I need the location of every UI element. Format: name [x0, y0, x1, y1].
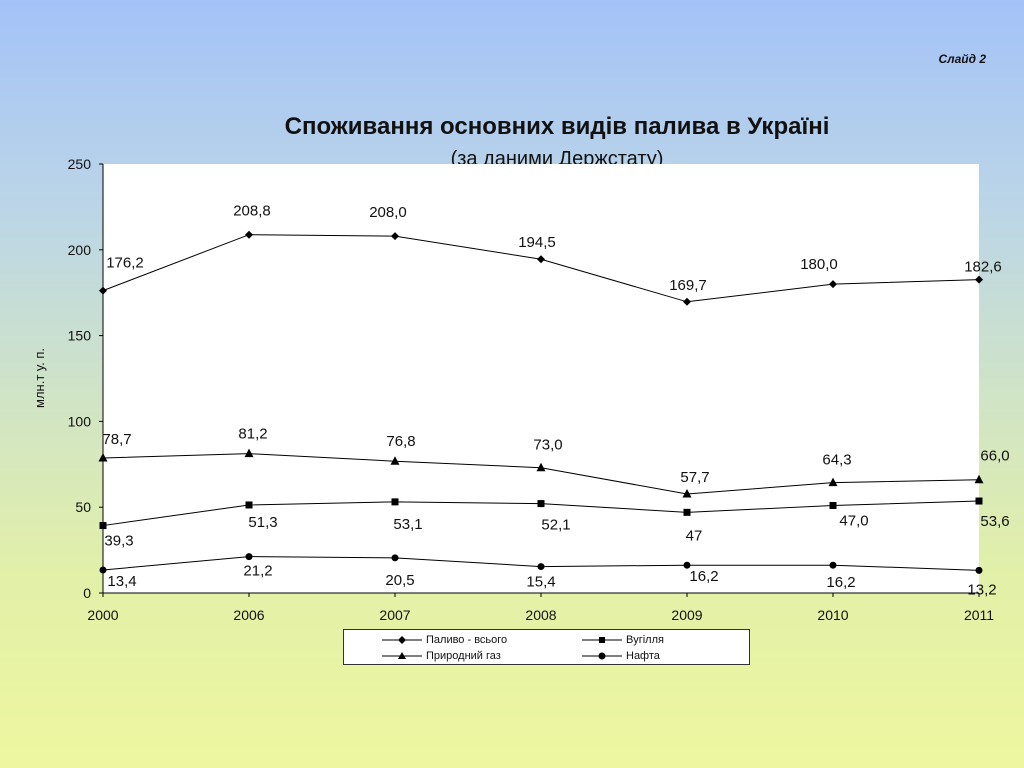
- data-point: [99, 522, 107, 530]
- data-point: [98, 452, 108, 462]
- data-point: [537, 500, 545, 508]
- data-point: [683, 508, 691, 516]
- x-tick-label: 2009: [671, 607, 702, 623]
- square-marker-icon: [582, 637, 622, 643]
- data-label-layer: 176,2 208,8 208,0 194,5 169,7 180,0 182,6 78,7 8…: [102, 203, 1009, 599]
- data-label: 13,4: [107, 573, 136, 590]
- legend-label: Паливо - всього: [426, 634, 508, 646]
- data-label: 53,1: [393, 516, 422, 533]
- data-point: [99, 566, 107, 574]
- y-tick-label: 250: [68, 156, 92, 172]
- data-label: 53,6: [980, 513, 1009, 530]
- data-label: 57,7: [680, 469, 709, 486]
- data-label: 194,5: [518, 234, 556, 251]
- data-label: 13,2: [967, 581, 996, 598]
- chart-legend: Паливо - всього Вугілля Природний газ На…: [343, 629, 750, 665]
- data-label: 16,2: [689, 568, 718, 585]
- data-label: 47,0: [839, 512, 868, 529]
- y-tick-label: 100: [68, 413, 92, 429]
- data-label: 16,2: [826, 574, 855, 591]
- data-point: [391, 232, 399, 241]
- circle-marker-icon: [582, 652, 622, 660]
- data-point: [244, 448, 254, 458]
- data-label: 39,3: [104, 533, 133, 550]
- x-tick-label: 2007: [379, 607, 410, 623]
- data-label: 64,3: [822, 452, 851, 469]
- data-point: [974, 474, 984, 484]
- data-point: [683, 561, 691, 569]
- data-label: 180,0: [800, 256, 838, 273]
- data-point: [829, 501, 837, 509]
- legend-item-coal: Вугілля: [582, 633, 664, 647]
- data-label: 73,0: [533, 437, 562, 454]
- y-tick-label: 50: [75, 499, 91, 515]
- data-point: [99, 286, 107, 295]
- diamond-marker-icon: [382, 636, 422, 644]
- y-tick-label: 150: [68, 328, 92, 344]
- y-tick-label: 200: [68, 242, 92, 258]
- triangle-marker-icon: [382, 652, 422, 659]
- data-label: 208,8: [233, 203, 271, 220]
- chart-title: Споживання основних видів палива в Украї…: [284, 113, 830, 140]
- data-label: 47: [686, 527, 703, 544]
- data-point: [683, 297, 691, 306]
- data-point: [829, 561, 837, 569]
- chart-axes: 0 50 100 150 200 250 2000 2006 2007 2008 2009 2010 2…: [68, 156, 995, 623]
- legend-item-gas: Природний газ: [382, 649, 501, 663]
- y-axis-label: млн.т у. п.: [32, 348, 47, 408]
- slide-number-label: Слайд 2: [938, 52, 986, 66]
- data-point: [682, 488, 692, 498]
- legend-label: Нафта: [626, 650, 660, 662]
- legend-item-total: Паливо - всього: [382, 633, 507, 647]
- data-label: 66,0: [980, 448, 1009, 465]
- data-label: 76,8: [386, 433, 415, 450]
- data-label: 21,2: [243, 563, 272, 580]
- legend-label: Вугілля: [626, 634, 664, 646]
- data-point: [828, 477, 838, 487]
- data-point: [391, 498, 399, 506]
- data-point: [829, 280, 837, 289]
- x-tick-label: 2010: [817, 607, 848, 623]
- data-point: [975, 566, 983, 574]
- y-tick-label: 0: [83, 585, 91, 601]
- legend-item-oil: Нафта: [582, 649, 660, 663]
- data-label: 78,7: [102, 431, 131, 448]
- data-label: 81,2: [238, 426, 267, 443]
- series-layer: [98, 230, 984, 574]
- data-label: 169,7: [669, 277, 707, 294]
- data-point: [975, 275, 983, 284]
- data-point: [537, 255, 545, 264]
- data-label: 182,6: [964, 259, 1002, 276]
- data-label: 20,5: [385, 572, 414, 589]
- data-point: [537, 563, 545, 571]
- x-tick-label: 2011: [964, 607, 994, 623]
- data-label: 52,1: [541, 517, 570, 534]
- data-point: [390, 456, 400, 465]
- data-label: 15,4: [526, 574, 555, 591]
- data-point: [536, 462, 546, 472]
- data-point: [245, 553, 253, 561]
- legend-label: Природний газ: [426, 650, 501, 662]
- data-point: [975, 497, 983, 505]
- x-tick-label: 2006: [233, 607, 264, 623]
- data-label: 51,3: [248, 514, 277, 531]
- data-point: [245, 230, 253, 239]
- data-label: 176,2: [106, 255, 144, 272]
- x-tick-label: 2008: [525, 607, 556, 623]
- data-point: [391, 554, 399, 562]
- x-tick-label: 2000: [87, 607, 118, 623]
- data-label: 208,0: [369, 204, 407, 221]
- data-point: [245, 501, 253, 509]
